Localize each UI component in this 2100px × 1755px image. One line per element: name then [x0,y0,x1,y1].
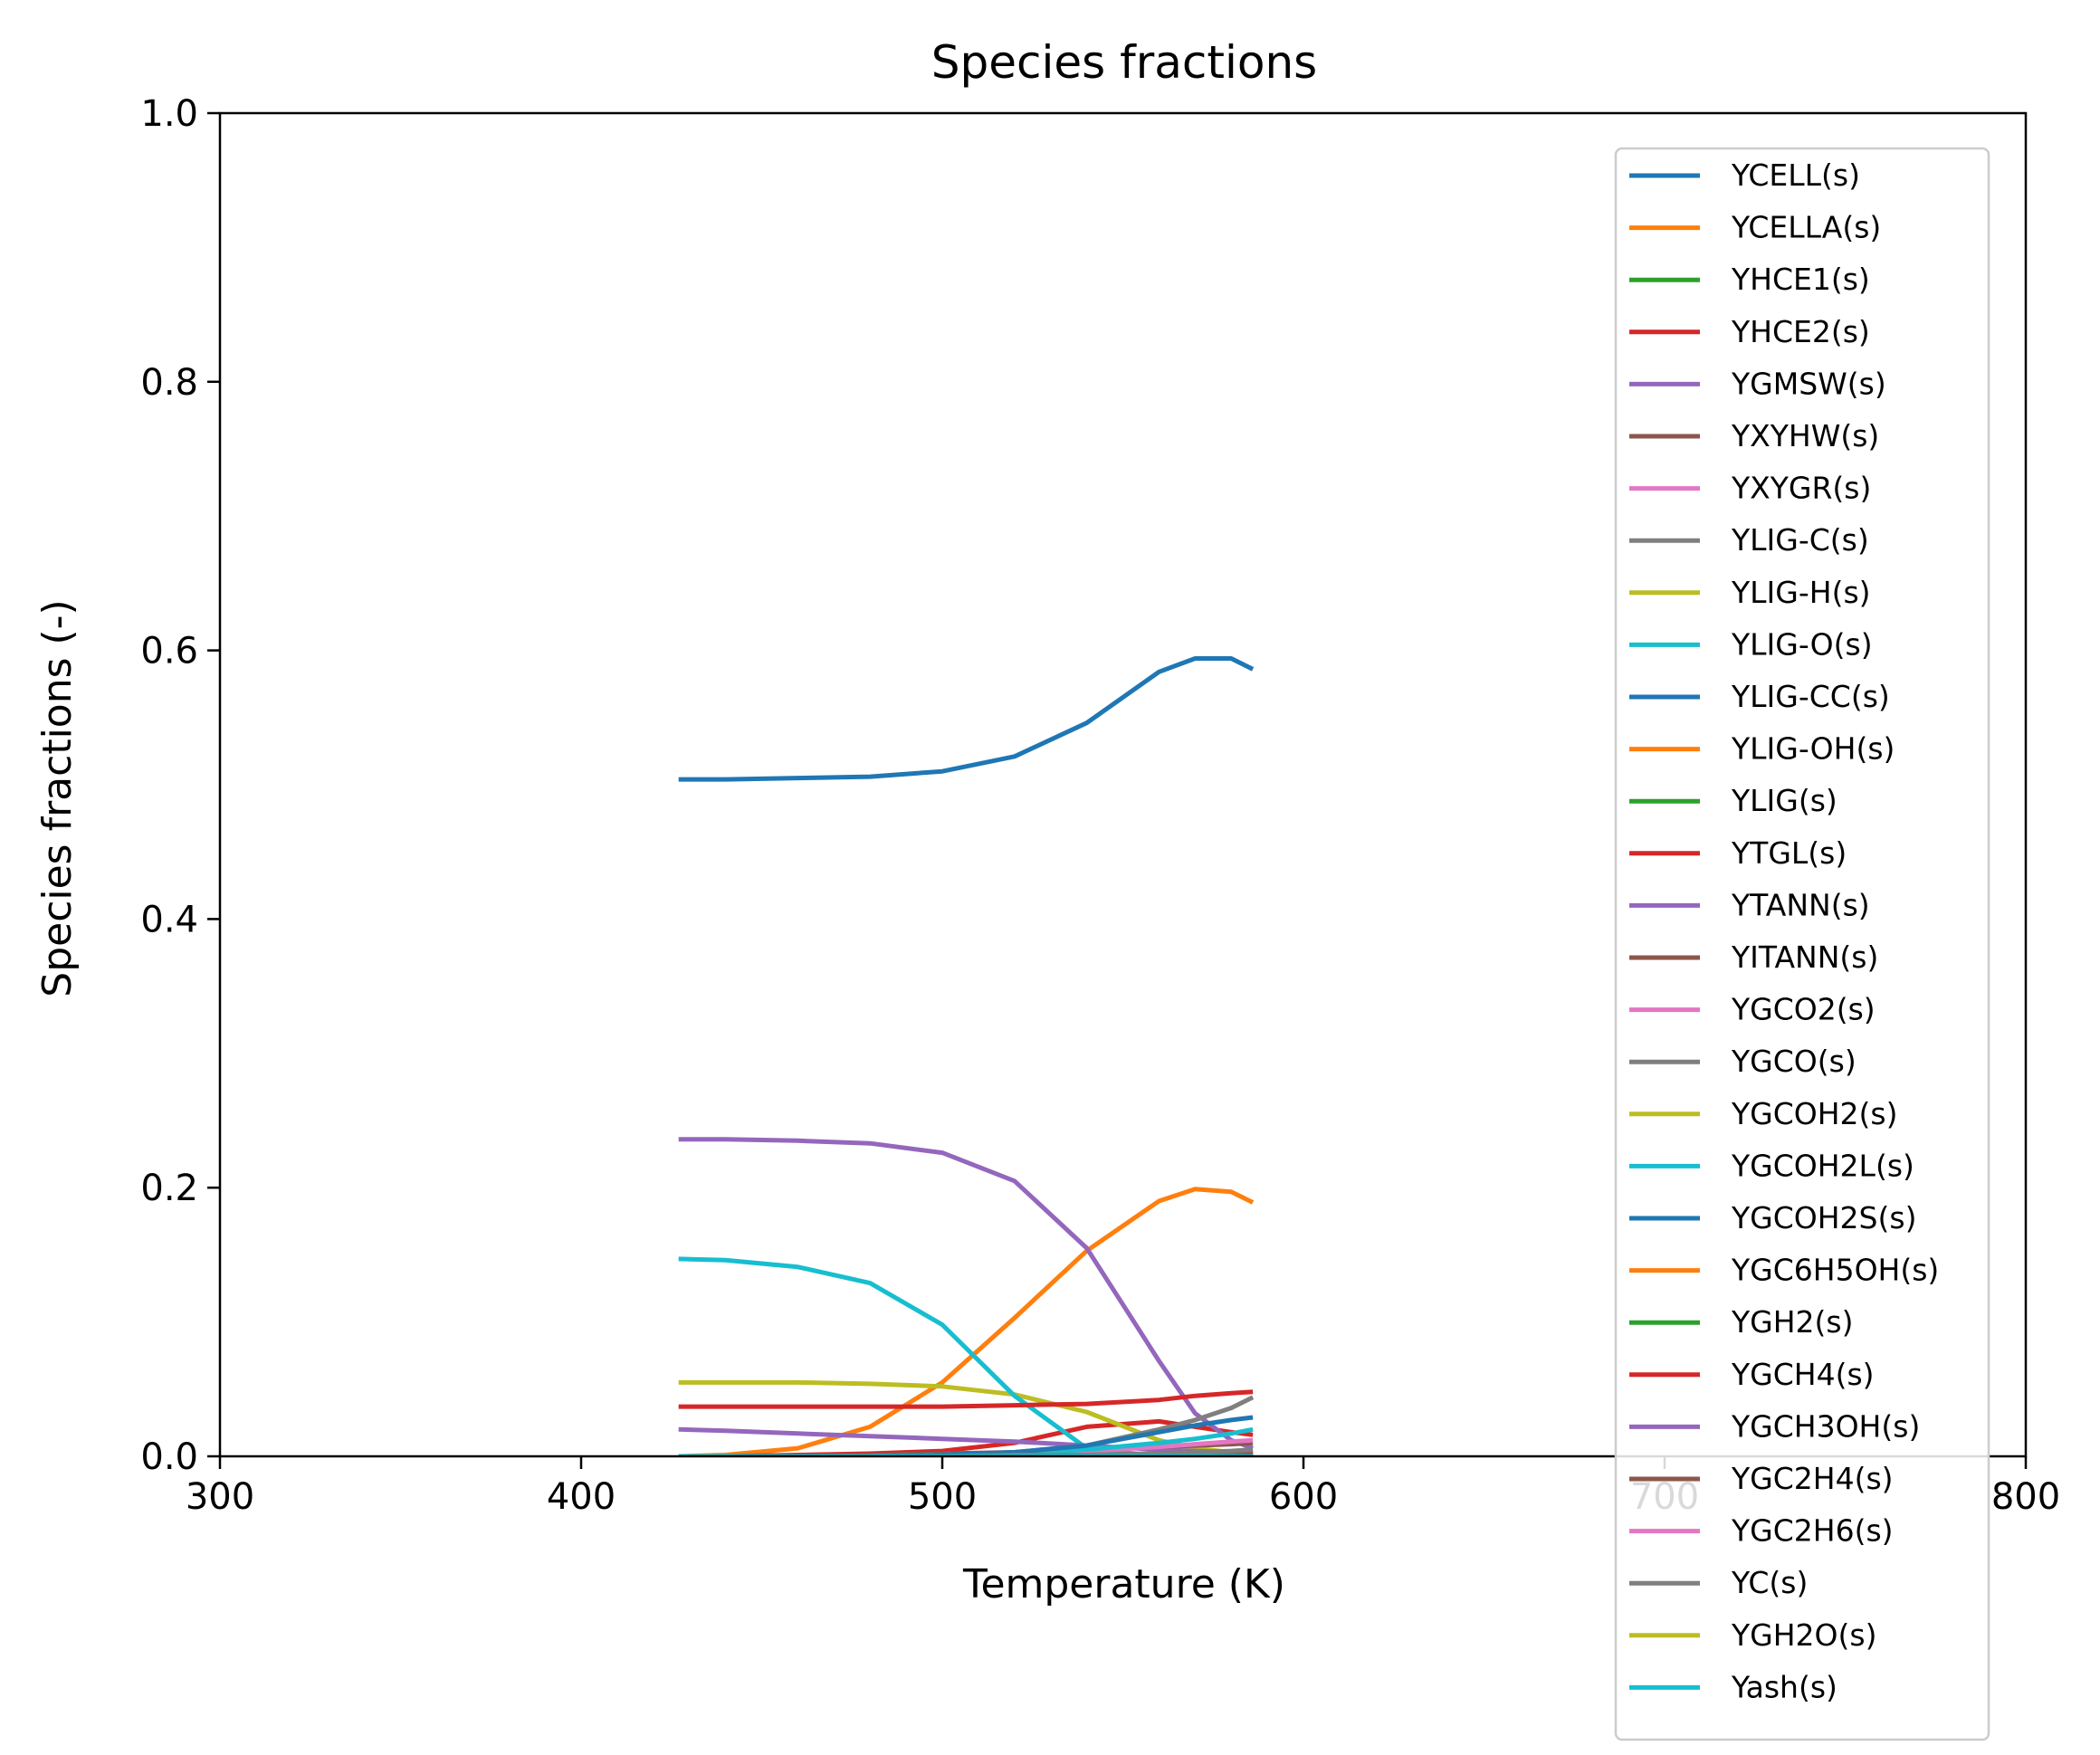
x-tick-label-3: 600 [1269,1476,1338,1518]
legend-label-19: YGCOH2L(s) [1731,1148,1914,1183]
y-tick-label-5: 1.0 [140,93,198,135]
legend-label-8: YLIG-H(s) [1731,575,1871,610]
legend-label-29: Yash(s) [1731,1669,1838,1704]
x-axis: 300400500600700800 [186,1456,2060,1518]
y-tick-label-2: 0.4 [140,899,198,940]
y-axis-title: Species fractions (-) [34,599,81,997]
legend-label-14: YTANN(s) [1731,887,1870,922]
x-tick-label-2: 500 [908,1476,977,1518]
legend-label-3: YHCE2(s) [1731,314,1870,349]
x-axis-title: Temperature (K) [962,1561,1285,1607]
legend-label-12: YLIG(s) [1731,783,1838,818]
legend-label-4: YGMSW(s) [1731,366,1886,401]
legend-label-28: YGH2O(s) [1731,1617,1876,1653]
x-tick-label-1: 400 [547,1476,616,1518]
legend-label-11: YLIG-OH(s) [1731,731,1895,767]
x-tick-label-5: 800 [1991,1476,2060,1518]
y-tick-label-0: 0.0 [140,1436,198,1478]
y-tick-label-4: 0.8 [140,362,198,404]
legend-label-16: YGCO2(s) [1731,992,1876,1027]
legend-label-24: YGCH3OH(s) [1731,1408,1920,1444]
legend-label-23: YGCH4(s) [1731,1357,1875,1392]
legend: YCELL(s) YCELLA(s) YHCE1(s) YHCE2(s) YGMSW(s… [1614,147,1990,1741]
legend-label-21: YGC6H5OH(s) [1731,1253,1939,1288]
legend-label-0: YCELL(s) [1731,157,1860,193]
x-tick-label-0: 300 [186,1476,254,1518]
legend-label-9: YLIG-O(s) [1731,626,1873,662]
legend-label-7: YLIG-C(s) [1731,522,1869,558]
legend-label-2: YHCE1(s) [1731,262,1870,297]
legend-label-17: YGCO(s) [1731,1044,1857,1079]
series-line-20 [678,1415,1254,1456]
y-axis: 0.0 0.2 0.4 0.6 0.8 1.0 [140,93,220,1478]
series-line-0 [678,656,1255,782]
legend-label-22: YGH2(s) [1731,1304,1853,1340]
y-tick-label-1: 0.2 [140,1168,198,1209]
series-line-1 [678,1187,1255,1456]
chart-title: Species fractions [931,36,1317,89]
legend-label-25: YGC2H4(s) [1731,1461,1894,1496]
legend-label-27: YC(s) [1731,1565,1808,1600]
series-line-13 [678,1389,1254,1409]
legend-label-15: YITANN(s) [1731,939,1878,975]
legend-label-26: YGC2H6(s) [1731,1513,1894,1549]
legend-label-5: YXYHW(s) [1731,418,1879,453]
plot-area [218,111,2028,1458]
legend-box [1614,147,1990,1741]
legend-label-10: YLIG-CC(s) [1731,679,1890,714]
series-line-9 [678,1256,1254,1456]
legend-label-1: YCELLA(s) [1731,210,1881,245]
legend-label-20: YGCOH2S(s) [1731,1200,1916,1235]
legend-label-13: YTGL(s) [1731,835,1847,871]
plot-frame [218,111,2028,1458]
legend-label-18: YGCOH2(s) [1731,1096,1898,1131]
legend-label-6: YXYGR(s) [1731,471,1871,506]
y-tick-label-3: 0.6 [140,631,198,672]
